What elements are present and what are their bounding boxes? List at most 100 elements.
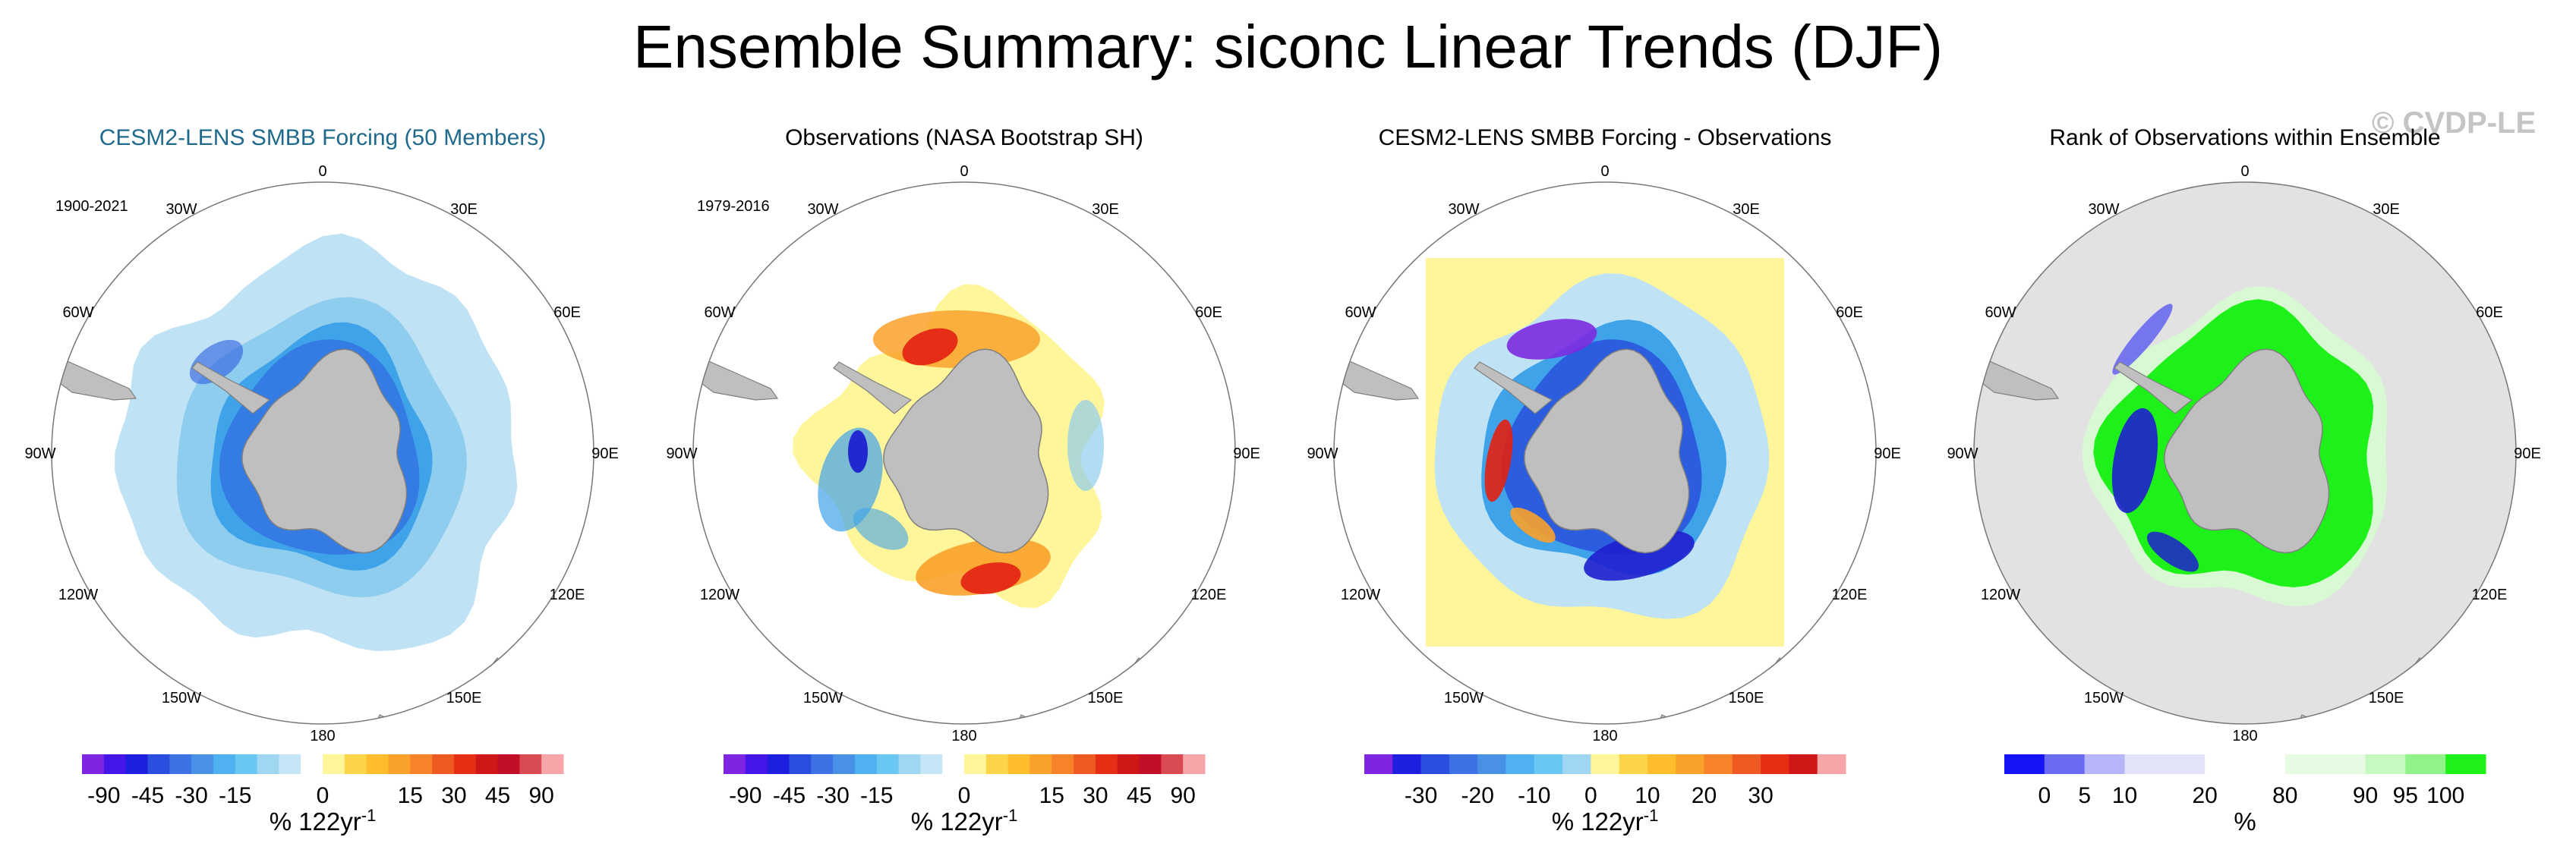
longitude-label-120w: 120W bbox=[700, 587, 739, 603]
rank-low-region-north bbox=[2112, 304, 2173, 375]
longitude-label-30e: 30E bbox=[1733, 201, 1760, 218]
longitude-label-90e: 90E bbox=[2514, 445, 2541, 462]
colorbar-swatch bbox=[1139, 754, 1162, 774]
colorbar-swatch bbox=[1007, 754, 1030, 774]
watermark: © CVDP-LE bbox=[2372, 106, 2537, 140]
longitude-label-150e: 150E bbox=[446, 690, 482, 707]
longitude-label-90w: 90W bbox=[1947, 445, 1978, 462]
figure-title: Ensemble Summary: siconc Linear Trends (… bbox=[633, 13, 1943, 80]
longitude-label-150w: 150W bbox=[1444, 690, 1483, 707]
longitude-label-150w: 150W bbox=[2084, 690, 2124, 707]
antarctica-land bbox=[241, 348, 408, 554]
colorbar-swatch bbox=[1817, 754, 1846, 774]
colorbar-swatch bbox=[1591, 754, 1620, 774]
bellingshausen-positive-difference bbox=[1484, 419, 1513, 502]
colorbar-tick-label: 5 bbox=[2078, 783, 2091, 808]
colorbar-tick-label: 0 bbox=[958, 783, 971, 808]
colorbar-swatch bbox=[453, 754, 477, 774]
colorbar-tick-label: 95 bbox=[2393, 783, 2418, 808]
longitude-label-60w: 60W bbox=[62, 304, 93, 321]
longitude-label-90w: 90W bbox=[666, 445, 697, 462]
colorbar-tick-label: 20 bbox=[1692, 783, 1717, 808]
colorbar-tick-label: 90 bbox=[2353, 783, 2378, 808]
map-border bbox=[1973, 181, 2517, 725]
colorbar-tick-label: 100 bbox=[2426, 783, 2464, 808]
longitude-label-30w: 30W bbox=[807, 201, 838, 218]
longitude-label-150e: 150E bbox=[1088, 690, 1124, 707]
longitude-label-120w: 120W bbox=[1981, 587, 2020, 603]
colorbar-swatch bbox=[235, 754, 258, 774]
antarctic-peninsula bbox=[191, 361, 271, 414]
longitude-label-150w: 150W bbox=[162, 690, 201, 707]
colorbar-swatch bbox=[82, 754, 105, 774]
longitude-label-180: 180 bbox=[310, 728, 335, 744]
colorbar-swatch bbox=[964, 754, 987, 774]
map-field bbox=[52, 182, 594, 724]
colorbar-swatch bbox=[985, 754, 1009, 774]
longitude-label-0: 0 bbox=[960, 163, 968, 180]
colorbar-swatch bbox=[475, 754, 499, 774]
longitude-label-150e: 150E bbox=[1729, 690, 1764, 707]
colorbar-swatch bbox=[103, 754, 127, 774]
longitude-label-60e: 60E bbox=[1195, 304, 1222, 321]
colorbar-tick-label: -20 bbox=[1461, 783, 1494, 808]
colorbar-tick-label: 10 bbox=[2112, 783, 2137, 808]
colorbar-tick-label: 90 bbox=[1171, 783, 1196, 808]
longitude-label-30w: 30W bbox=[166, 201, 197, 218]
colorbar-swatch bbox=[147, 754, 170, 774]
longitude-label-60e: 60E bbox=[2476, 304, 2503, 321]
colorbar-swatch bbox=[942, 754, 965, 774]
panel-title: CESM2-LENS SMBB Forcing (50 Members) bbox=[99, 125, 547, 150]
colorbar-swatch bbox=[301, 754, 323, 774]
colorbar-swatch bbox=[169, 754, 192, 774]
colorbar-swatch bbox=[1074, 754, 1096, 774]
longitude-label-0: 0 bbox=[2240, 163, 2249, 180]
map-panel-2: Observations (NASA Bootstrap SH) 1979-201… bbox=[666, 125, 1260, 836]
colorbar-tick-label: 45 bbox=[485, 783, 510, 808]
colorbar-swatch bbox=[323, 754, 345, 774]
colorbar-swatch bbox=[388, 754, 411, 774]
colorbar-swatch bbox=[2365, 754, 2406, 774]
panel-title: Observations (NASA Bootstrap SH) bbox=[785, 125, 1143, 150]
colorbar-swatch bbox=[1052, 754, 1074, 774]
colorbar-swatch bbox=[125, 754, 148, 774]
decline-southwest bbox=[853, 508, 909, 550]
antarctic-peninsula bbox=[2114, 361, 2193, 414]
longitude-label-0: 0 bbox=[1600, 163, 1609, 180]
colorbar-tick-label: 30 bbox=[1083, 783, 1108, 808]
rank-lowest-region-south bbox=[2146, 531, 2199, 572]
colorbar-swatch bbox=[1117, 754, 1140, 774]
colorbar-swatch bbox=[2084, 754, 2125, 774]
colorbar-swatch bbox=[1647, 754, 1676, 774]
colorbar-tick-label: 15 bbox=[1039, 783, 1064, 808]
antarctica-land bbox=[2164, 348, 2330, 554]
colorbar-unit-label: % bbox=[2234, 807, 2256, 836]
colorbar-swatch bbox=[213, 754, 236, 774]
longitude-label-90e: 90E bbox=[1874, 445, 1901, 462]
map-field bbox=[693, 182, 1235, 724]
increase-core-south bbox=[960, 562, 1021, 594]
colorbar-swatch bbox=[2205, 754, 2246, 774]
colorbar-swatch bbox=[1534, 754, 1563, 774]
colorbar-tick-label: 90 bbox=[529, 783, 554, 808]
longitude-label-30e: 30E bbox=[2373, 201, 2400, 218]
decline-core bbox=[848, 430, 868, 473]
colorbar-swatch bbox=[2245, 754, 2286, 774]
colorbar: -30 -20 -10 0 10 20 30 % 122yr-1 bbox=[1364, 754, 1846, 836]
colorbar-swatch bbox=[920, 754, 943, 774]
colorbar-swatch bbox=[833, 754, 856, 774]
period-label: 1979-2016 bbox=[697, 198, 770, 215]
longitude-label-120e: 120E bbox=[1832, 587, 1868, 603]
colorbar-swatch bbox=[1449, 754, 1478, 774]
colorbar-swatch bbox=[2445, 754, 2486, 774]
colorbar-swatch bbox=[1562, 754, 1591, 774]
colorbar-tick-label: -90 bbox=[87, 783, 120, 808]
antarctic-peninsula bbox=[1474, 361, 1553, 414]
longitude-label-180: 180 bbox=[2232, 728, 2257, 744]
map-field bbox=[1974, 182, 2516, 724]
colorbar-tick-label: -30 bbox=[816, 783, 849, 808]
colorbar-tick-label: 30 bbox=[1748, 783, 1773, 808]
colorbar-swatch bbox=[191, 754, 214, 774]
longitude-label-60w: 60W bbox=[704, 304, 735, 321]
colorbar-swatch bbox=[1506, 754, 1535, 774]
